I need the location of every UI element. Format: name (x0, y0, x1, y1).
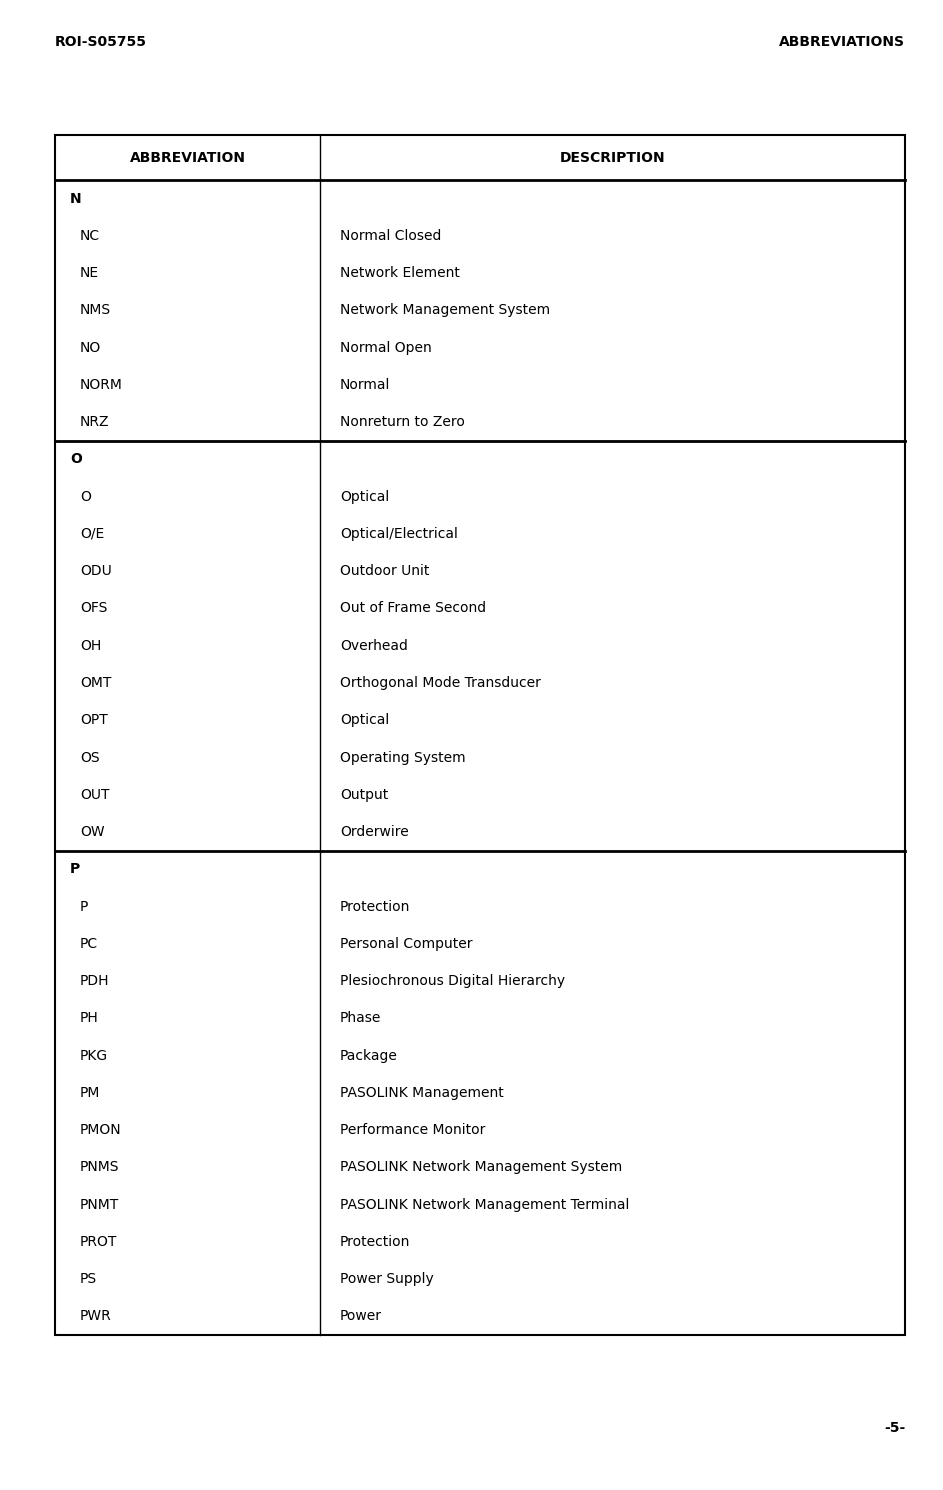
Text: OFS: OFS (80, 602, 108, 615)
Text: P: P (70, 863, 80, 876)
Text: -5-: -5- (884, 1421, 905, 1435)
Text: OW: OW (80, 825, 105, 839)
Text: Out of Frame Second: Out of Frame Second (340, 602, 487, 615)
Text: Operating System: Operating System (340, 751, 466, 764)
Text: PASOLINK Network Management Terminal: PASOLINK Network Management Terminal (340, 1198, 629, 1211)
Text: DESCRIPTION: DESCRIPTION (560, 150, 666, 164)
Text: Performance Monitor: Performance Monitor (340, 1123, 486, 1137)
Text: N: N (70, 192, 82, 206)
Text: Phase: Phase (340, 1012, 381, 1025)
Text: ODU: ODU (80, 565, 112, 578)
Text: PASOLINK Network Management System: PASOLINK Network Management System (340, 1161, 622, 1174)
Text: NMS: NMS (80, 304, 111, 317)
Text: Network Management System: Network Management System (340, 304, 550, 317)
Text: PC: PC (80, 937, 98, 951)
Text: Output: Output (340, 788, 389, 802)
Text: Protection: Protection (340, 900, 410, 913)
Text: Power Supply: Power Supply (340, 1272, 434, 1286)
Text: Plesiochronous Digital Hierarchy: Plesiochronous Digital Hierarchy (340, 974, 565, 988)
Text: NE: NE (80, 267, 99, 280)
Text: OS: OS (80, 751, 100, 764)
Text: Personal Computer: Personal Computer (340, 937, 472, 951)
Text: PH: PH (80, 1012, 99, 1025)
Text: Normal Open: Normal Open (340, 341, 432, 355)
Text: OUT: OUT (80, 788, 109, 802)
Text: PROT: PROT (80, 1235, 117, 1249)
Text: O/E: O/E (80, 527, 105, 541)
Text: PNMS: PNMS (80, 1161, 120, 1174)
Text: Protection: Protection (340, 1235, 410, 1249)
Text: OH: OH (80, 639, 101, 653)
Text: PDH: PDH (80, 974, 109, 988)
Text: Orthogonal Mode Transducer: Orthogonal Mode Transducer (340, 676, 541, 690)
Text: Overhead: Overhead (340, 639, 408, 653)
Text: Network Element: Network Element (340, 267, 460, 280)
Text: NRZ: NRZ (80, 416, 109, 429)
Text: PNMT: PNMT (80, 1198, 119, 1211)
Text: ABBREVIATION: ABBREVIATION (129, 150, 245, 164)
Text: Package: Package (340, 1049, 398, 1062)
Text: PWR: PWR (80, 1310, 112, 1323)
Text: OPT: OPT (80, 714, 108, 727)
Text: O: O (80, 490, 91, 504)
Text: Optical: Optical (340, 714, 389, 727)
Text: PKG: PKG (80, 1049, 108, 1062)
Text: O: O (70, 453, 82, 466)
Text: Power: Power (340, 1310, 382, 1323)
Text: Normal Closed: Normal Closed (340, 229, 441, 243)
Text: PS: PS (80, 1272, 97, 1286)
Text: NC: NC (80, 229, 100, 243)
Text: Normal: Normal (340, 378, 390, 392)
Text: Orderwire: Orderwire (340, 825, 408, 839)
Text: Nonreturn to Zero: Nonreturn to Zero (340, 416, 465, 429)
Text: PM: PM (80, 1086, 100, 1100)
Bar (55, 136, 905, 1335)
Text: PMON: PMON (80, 1123, 122, 1137)
Text: ROI-S05755: ROI-S05755 (55, 34, 147, 49)
Text: Optical/Electrical: Optical/Electrical (340, 527, 458, 541)
Text: Outdoor Unit: Outdoor Unit (340, 565, 429, 578)
Text: P: P (80, 900, 89, 913)
Text: NORM: NORM (80, 378, 123, 392)
Text: PASOLINK Management: PASOLINK Management (340, 1086, 504, 1100)
Text: Optical: Optical (340, 490, 389, 504)
Text: OMT: OMT (80, 676, 111, 690)
Text: NO: NO (80, 341, 101, 355)
Text: ABBREVIATIONS: ABBREVIATIONS (779, 34, 905, 49)
